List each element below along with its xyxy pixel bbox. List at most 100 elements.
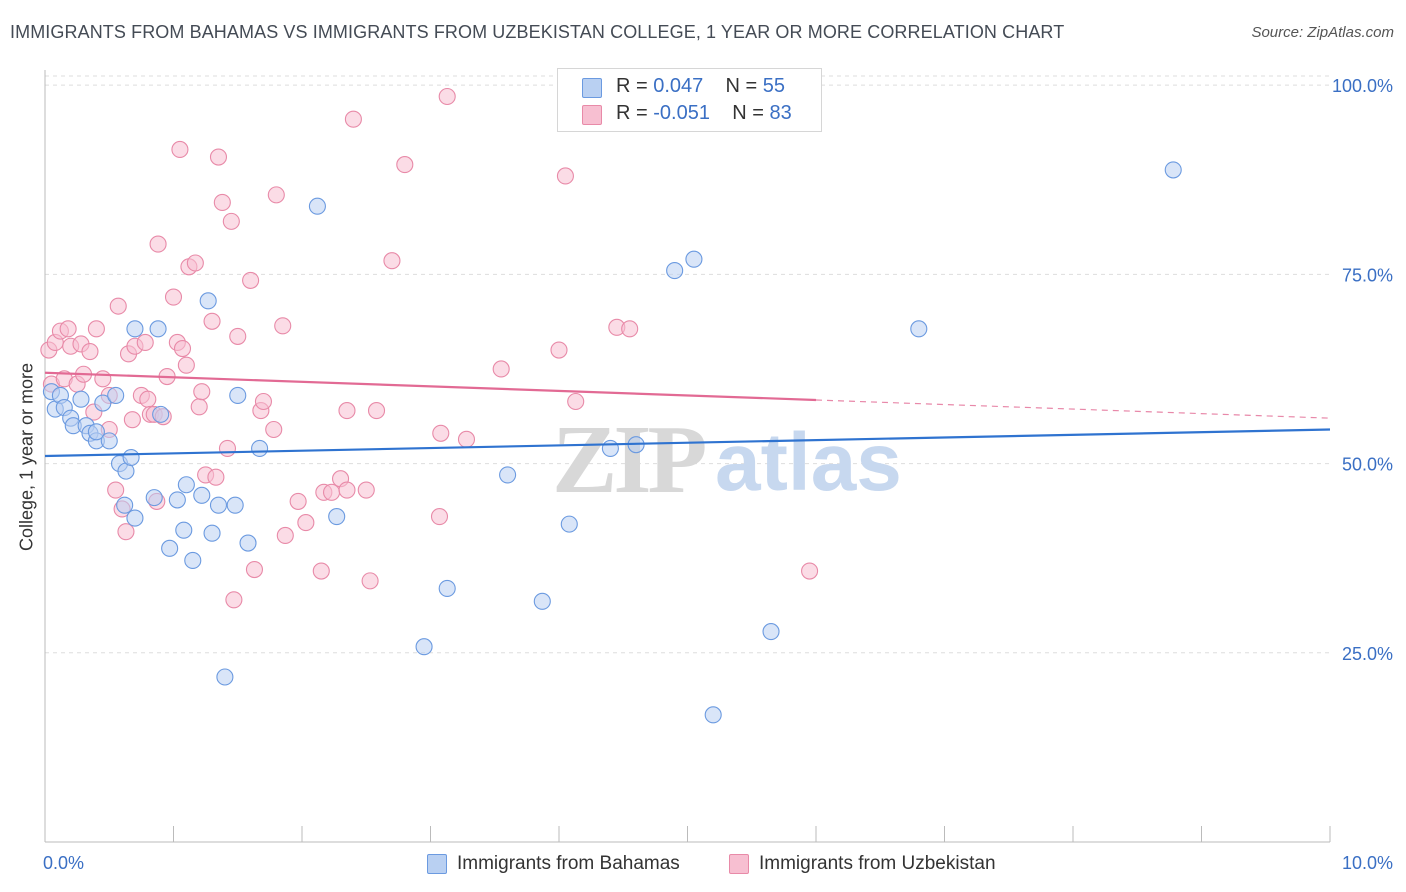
uzbekistan-point (149, 235, 167, 253)
bahamas-point (666, 262, 684, 280)
uzbekistan-point (209, 148, 228, 166)
bahamas-point (1164, 161, 1182, 179)
uzbekistan-point (242, 271, 260, 289)
uzbekistan-point (81, 343, 99, 361)
uzbekistan-point (276, 526, 294, 545)
uzbekistan-point (190, 398, 208, 416)
uzbekistan-point (396, 156, 414, 174)
bahamas-point (704, 706, 722, 724)
source-note: Source: ZipAtlas.com (1251, 24, 1394, 41)
uzbekistan-point (193, 383, 211, 401)
y-tick-label: 50.0% (1342, 455, 1393, 475)
uzbekistan-point (312, 562, 330, 580)
uzbekistan-point (430, 507, 449, 526)
uzbekistan-point (367, 402, 386, 420)
bahamas-point (229, 386, 247, 405)
bahamas-point (122, 448, 140, 467)
bahamas-point (87, 423, 105, 441)
x-tick-label: 10.0% (1342, 853, 1393, 873)
uzbekistan-point (383, 252, 401, 270)
uzbekistan-legend-swatch (729, 854, 749, 874)
bahamas-point (438, 579, 456, 598)
uzbekistan-point (457, 430, 476, 448)
trend-lines (44, 371, 1331, 458)
uzbekistan-point (245, 560, 264, 579)
bahamas-point (126, 509, 144, 527)
uzbekistan-point (203, 312, 221, 330)
grid-lines (45, 75, 1330, 654)
uzbekistan-point (225, 591, 243, 609)
bahamas-point (910, 320, 928, 338)
bahamas-point (107, 386, 125, 405)
uzbekistan-point (567, 392, 585, 411)
bahamas-point (499, 466, 517, 484)
uzbekistan-point (94, 370, 112, 388)
bahamas-point (184, 551, 202, 569)
bahamas-trend-line (44, 428, 1331, 458)
uzbekistan-point (107, 481, 125, 499)
n-label: N = (732, 102, 770, 124)
uzbekistan-point (229, 327, 247, 345)
bahamas-point (199, 292, 217, 310)
uzbekistan-point (550, 341, 568, 359)
uzbekistan-point (171, 140, 189, 159)
bahamas-point (100, 432, 118, 450)
uzbekistan-point (357, 481, 375, 499)
uzbekistan-point (177, 356, 195, 374)
series-legend: Immigrants from Bahamas Immigrants from … (0, 850, 1406, 880)
bahamas-point (533, 592, 551, 610)
bahamas-point (685, 250, 703, 268)
bahamas-point (161, 539, 179, 557)
uzbekistan-point (222, 212, 240, 230)
uzbekistan-point (213, 193, 231, 212)
uzbekistan-point (59, 320, 77, 338)
uzbekistan-point (207, 468, 225, 486)
uzbekistan-point (289, 492, 307, 510)
bahamas-point (175, 521, 193, 539)
uzbekistan-point (438, 87, 456, 106)
y-tick-label: 75.0% (1342, 265, 1393, 285)
bahamas-point (177, 476, 195, 494)
chart-title: IMMIGRANTS FROM BAHAMAS VS IMMIGRANTS FR… (10, 22, 1065, 42)
n-label: N = (725, 75, 763, 97)
stats-legend: R = 0.047 N = 55 R = -0.051 N = 83 (557, 68, 822, 132)
bahamas-point (94, 394, 112, 412)
uzbekistan-point (173, 339, 192, 358)
uzbekistan-point (801, 562, 819, 580)
r-label: R = (616, 75, 654, 97)
watermark-zip: ZIP (552, 406, 706, 514)
r-value-uzbekistan: -0.051 (653, 102, 710, 124)
watermark-atlas: atlas (715, 417, 902, 508)
x-tick-label: 0.0% (43, 853, 84, 873)
uzbekistan-point (361, 572, 379, 590)
bahamas-point (415, 638, 433, 656)
bahamas-point (216, 668, 234, 686)
uzbekistan-trend-line (44, 371, 817, 402)
uzbekistan-point (556, 167, 574, 185)
bahamas-point (328, 507, 346, 526)
bahamas-point (226, 496, 244, 514)
uzbekistan-point (218, 439, 237, 457)
uzbekistan-point (621, 320, 639, 338)
bahamas-point (116, 496, 134, 514)
uzbekistan-point (254, 392, 273, 411)
watermark: ZIP atlas (552, 406, 902, 514)
uzbekistan-point (265, 420, 283, 439)
bahamas-point (601, 439, 619, 457)
uzbekistan-point (123, 411, 141, 429)
y-tick-label: 100.0% (1332, 76, 1393, 96)
uzbekistan-swatch (582, 105, 602, 125)
uzbekistan-point (338, 402, 356, 420)
bahamas-point (145, 489, 163, 507)
n-value-bahamas: 55 (762, 75, 786, 97)
uzbekistan-point (186, 254, 204, 272)
bahamas-legend-swatch (427, 854, 447, 874)
bahamas-point (239, 534, 257, 552)
n-value-uzbekistan: 83 (769, 102, 792, 124)
uzbekistan-point (344, 110, 362, 128)
legend-label-uzbekistan: Immigrants from Uzbekistan (759, 853, 996, 874)
uzbekistan-point (87, 320, 105, 338)
bahamas-point (308, 197, 326, 215)
bahamas-point (152, 405, 170, 423)
